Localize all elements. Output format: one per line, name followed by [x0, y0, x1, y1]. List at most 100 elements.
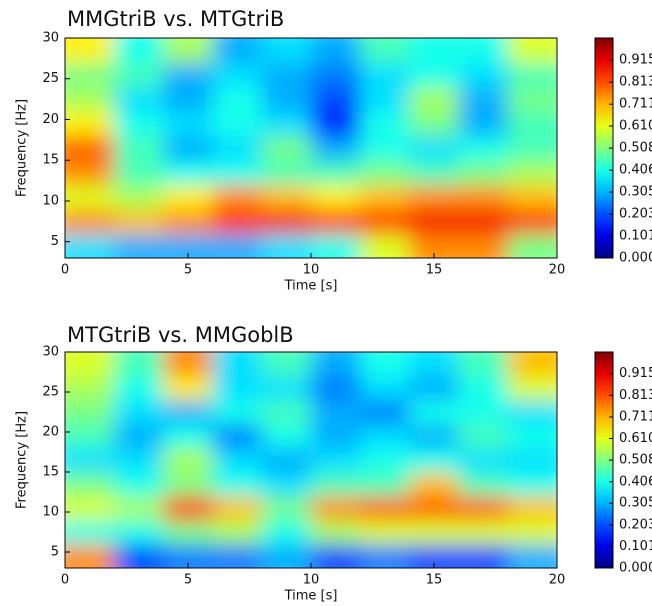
heatmap-cell [65, 424, 115, 449]
heatmap-cell [311, 38, 361, 63]
colorbar-tick-label: 0.711 [619, 409, 652, 424]
heatmap-cell [458, 111, 509, 137]
colorbar-tick-label: 0.813 [619, 75, 652, 90]
heatmap-cell [114, 496, 164, 521]
heatmap-cell [114, 400, 164, 425]
heatmap-cell [360, 472, 410, 497]
x-tick-label: 20 [549, 263, 566, 278]
heatmap-cell [163, 38, 214, 63]
heatmap-cell [458, 520, 509, 545]
x-tick-label: 0 [61, 573, 69, 588]
heatmap-cell [261, 472, 312, 497]
heatmap-cell [65, 111, 115, 137]
heatmap-cell [114, 544, 164, 568]
heatmap-cell [212, 209, 263, 235]
heatmap-cell [458, 400, 509, 425]
heatmap-cell [163, 86, 214, 112]
heatmap-cell [507, 352, 557, 377]
heatmap-cell [212, 544, 263, 568]
heatmap-cell [65, 233, 115, 258]
heatmap-cell [360, 233, 410, 258]
heatmap-cell [311, 86, 361, 112]
heatmap-cell [261, 544, 312, 568]
heatmap-cell [311, 209, 361, 235]
x-tick-label: 20 [549, 573, 566, 588]
heatmap-cell [409, 38, 460, 63]
heatmap-cell [458, 184, 509, 210]
heatmap-cell [163, 376, 214, 401]
heatmap-cell [114, 209, 164, 235]
y-tick-label: 10 [42, 193, 59, 208]
colorbar-tick-label: 0.508 [619, 141, 652, 156]
heatmap-cell [507, 400, 557, 425]
colorbar-tick-label: 0.915 [619, 366, 652, 381]
heatmap-cell [360, 424, 410, 449]
heatmap-cell [114, 376, 164, 401]
heatmap-cell [163, 472, 214, 497]
heatmap-cell [507, 38, 557, 63]
colorbar-tick-label: 0.406 [619, 163, 652, 178]
heatmap-cell [163, 62, 214, 88]
heatmap-cell [212, 38, 263, 63]
chart-title: MMGtriB vs. MTGtriB [67, 7, 284, 31]
heatmap-cell [261, 62, 312, 88]
colorbar-tick-label: 0.101 [619, 539, 652, 554]
heatmap-cell [458, 376, 509, 401]
heatmap-cell [261, 184, 312, 210]
heatmap-cell [458, 544, 509, 568]
heatmap-cell [409, 352, 460, 377]
heatmap-cell [163, 424, 214, 449]
heatmap-cell [65, 62, 115, 88]
heatmap-cell [507, 135, 557, 161]
heatmap-cell [360, 376, 410, 401]
heatmap-cell [114, 160, 164, 186]
x-axis-label: Time [s] [284, 279, 338, 294]
heatmap-cell [507, 184, 557, 210]
heatmap-cell [163, 184, 214, 210]
heatmap-cell [261, 209, 312, 235]
colorbar-tick-label: 0.813 [619, 388, 652, 403]
y-tick-label: 30 [42, 31, 59, 46]
x-tick-label: 5 [184, 573, 192, 588]
heatmap-cell [212, 111, 263, 137]
heatmap-cell [114, 352, 164, 377]
heatmap-cell [261, 376, 312, 401]
heatmap-cell [311, 62, 361, 88]
heatmap-cell [360, 352, 410, 377]
colorbar-tick-label: 0.915 [619, 53, 652, 68]
y-tick-label: 10 [42, 505, 59, 520]
heatmap-cell [409, 135, 460, 161]
y-tick-label: 20 [42, 425, 59, 440]
heatmap-cell [163, 352, 214, 377]
heatmap-cell [212, 472, 263, 497]
heatmap-cell [360, 86, 410, 112]
heatmap-cell [65, 448, 115, 473]
heatmap-cell [311, 135, 361, 161]
heatmap-cell [65, 352, 115, 377]
heatmap-cell [261, 448, 312, 473]
heatmap-cell [507, 86, 557, 112]
heatmap-cell [458, 209, 509, 235]
heatmap-cell [163, 111, 214, 137]
heatmap-cell [212, 376, 263, 401]
heatmap-cell [507, 424, 557, 449]
heatmap-cell [163, 448, 214, 473]
heatmap-cell [360, 160, 410, 186]
heatmap-cell [261, 135, 312, 161]
heatmap-cell [507, 160, 557, 186]
heatmap-cell [409, 400, 460, 425]
heatmap-cell [114, 111, 164, 137]
heatmap-cell [261, 111, 312, 137]
heatmap-cell [261, 400, 312, 425]
heatmap-cell [458, 496, 509, 521]
heatmap-cell [163, 209, 214, 235]
heatmap-cell [261, 352, 312, 377]
x-tick-label: 15 [426, 573, 443, 588]
y-axis-label: Frequency [Hz] [15, 99, 30, 197]
heatmap-cell [360, 184, 410, 210]
colorbar-tick-label: 0.711 [619, 97, 652, 112]
heatmap-cell [458, 62, 509, 88]
heatmap-cell [311, 496, 361, 521]
heatmap-cell [261, 160, 312, 186]
heatmap-cell [311, 424, 361, 449]
